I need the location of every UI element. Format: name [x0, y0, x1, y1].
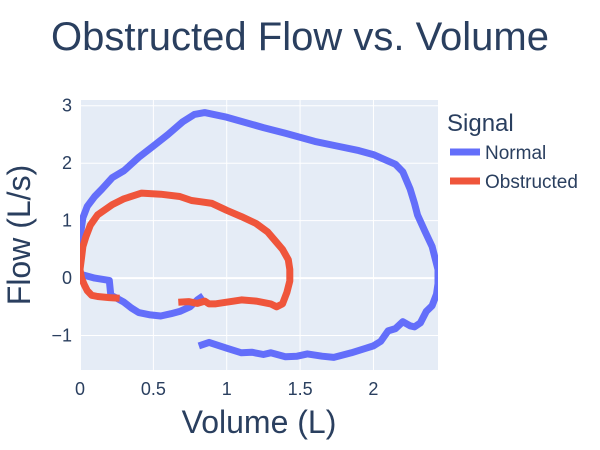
- y-tick-label: 1: [62, 211, 72, 231]
- legend: Signal Normal Obstructed: [447, 110, 578, 193]
- x-tick-label: 2: [368, 379, 378, 399]
- x-tick-labels: 0 0.5 1 1.5 2: [75, 379, 378, 399]
- legend-title: Signal: [447, 110, 514, 137]
- y-tick-label: −1: [51, 326, 72, 346]
- x-tick-label: 1.5: [288, 379, 313, 399]
- grid-lines: [79, 100, 438, 370]
- y-tick-labels: −1 0 1 2 3: [51, 96, 72, 346]
- y-tick-label: 2: [62, 153, 72, 173]
- series-line-normal: [80, 109, 438, 361]
- legend-label-obstructed: Obstructed: [485, 172, 578, 193]
- y-axis-title: Flow (L/s): [1, 165, 37, 305]
- series-line-obstructed: [80, 189, 294, 311]
- x-axis-title: Volume (L): [182, 404, 337, 440]
- y-tick-label: 0: [62, 268, 72, 288]
- x-tick-label: 0.5: [141, 379, 166, 399]
- x-tick-label: 0: [75, 379, 85, 399]
- chart-title: Obstructed Flow vs. Volume: [51, 15, 549, 59]
- legend-label-normal: Normal: [485, 143, 546, 164]
- plot-area: [80, 100, 438, 370]
- x-tick-label: 1: [222, 379, 232, 399]
- series-layer: [80, 109, 438, 361]
- y-tick-label: 3: [62, 96, 72, 116]
